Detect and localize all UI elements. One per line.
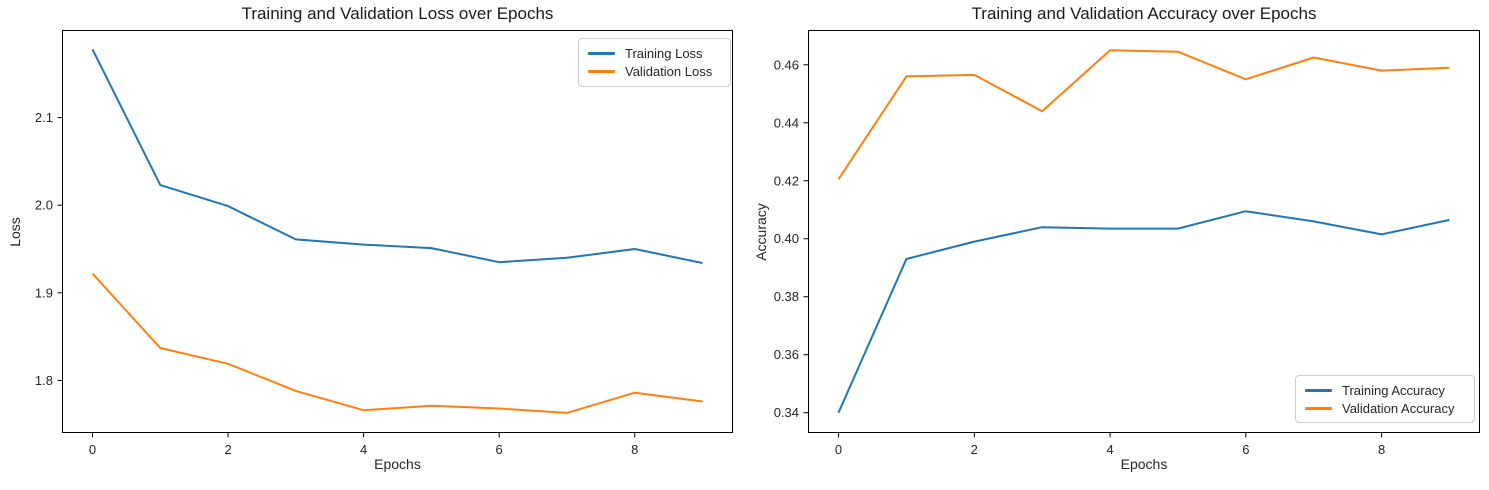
accuracy-chart-title: Training and Validation Accuracy over Ep…: [971, 4, 1317, 23]
x-tick-label: 4: [360, 442, 367, 457]
y-tick-label: 2.1: [35, 110, 53, 125]
legend-label: Training Loss: [625, 45, 703, 61]
axes-spines: [62, 30, 733, 433]
legend-item-training-loss: Training Loss: [588, 44, 721, 63]
axes-spines: [808, 30, 1480, 433]
training-accuracy-line: [837, 210, 1450, 414]
y-tick-label: 0.40: [774, 231, 799, 246]
loss-legend: Training Loss Validation Loss: [578, 38, 731, 87]
legend-label: Validation Loss: [625, 64, 713, 80]
accuracy-plot-area: 0 2 4 6 8 0.34 0.36 0.38 0.40 0.42 0.44 0.46: [774, 30, 1480, 457]
loss-chart-title: Training and Validation Loss over Epochs: [241, 4, 554, 23]
accuracy-y-axis-label: Accuracy: [753, 203, 769, 261]
accuracy-legend: Training Accuracy Validation Accuracy: [1295, 375, 1475, 423]
y-tick-label: 0.46: [774, 57, 799, 72]
legend-item-training-accuracy: Training Accuracy: [1305, 381, 1465, 399]
accuracy-chart: Training and Validation Accuracy over Ep…: [745, 0, 1489, 490]
validation-loss-line-swatch-icon: [588, 70, 615, 74]
x-tick-label: 4: [1106, 442, 1113, 457]
training-loss-line: [91, 48, 703, 264]
legend-item-validation-accuracy: Validation Accuracy: [1305, 399, 1465, 417]
training-loss-line-swatch-icon: [588, 51, 615, 55]
y-tick-label: 2.0: [35, 198, 53, 213]
legend-item-validation-loss: Validation Loss: [588, 63, 721, 82]
x-tick-label: 8: [1378, 442, 1385, 457]
x-tick-label: 2: [224, 442, 231, 457]
y-tick-label: 0.42: [774, 173, 799, 188]
x-tick-label: 0: [89, 442, 96, 457]
validation-accuracy-line-swatch-icon: [1305, 406, 1332, 410]
loss-x-axis-label: Epochs: [374, 456, 421, 472]
legend-label: Validation Accuracy: [1342, 400, 1455, 416]
loss-plot-area: 0 2 4 6 8 1.8 1.9 2.0 2.1: [35, 30, 733, 457]
x-tick-label: 0: [835, 442, 842, 457]
accuracy-x-axis-label: Epochs: [1120, 456, 1168, 472]
validation-accuracy-line: [837, 49, 1450, 180]
legend-label: Training Accuracy: [1342, 382, 1445, 398]
y-tick-label: 1.8: [35, 373, 53, 388]
x-tick-label: 6: [1242, 442, 1249, 457]
y-tick-label: 0.44: [774, 115, 799, 130]
loss-y-axis-label: Loss: [7, 217, 23, 247]
x-tick-label: 6: [496, 442, 503, 457]
x-tick-label: 8: [631, 442, 638, 457]
y-tick-label: 1.9: [35, 285, 53, 300]
x-tick-label: 2: [971, 442, 978, 457]
y-tick-label: 0.36: [774, 347, 799, 362]
y-tick-label: 0.34: [774, 405, 799, 420]
y-tick-label: 0.38: [774, 289, 799, 304]
validation-loss-line: [91, 272, 703, 414]
loss-chart: Training and Validation Loss over Epochs…: [7, 4, 733, 472]
training-accuracy-line-swatch-icon: [1305, 388, 1332, 392]
